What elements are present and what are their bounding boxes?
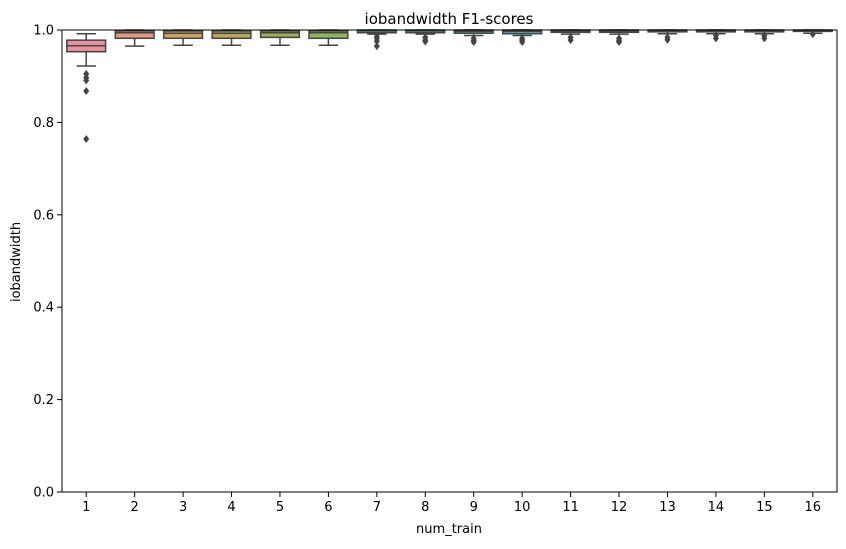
outlier-point	[519, 38, 526, 47]
x-axis-ticks: 1 2 3 4 5 6 7 8 9 10 11 12 13 14 15 16	[82, 492, 821, 515]
box-group-3	[162, 29, 204, 46]
box-group-7	[356, 29, 397, 51]
box-body	[211, 30, 252, 40]
y-tick-label: 1.0	[33, 24, 54, 39]
plot-area-frame	[61, 29, 838, 493]
outlier-point	[616, 38, 623, 47]
y-tick-label: 0.0	[33, 486, 54, 501]
box-group-1	[66, 32, 107, 144]
y-axis-label: iobandwidth	[9, 222, 24, 302]
chart-title: iobandwidth F1-scores	[365, 10, 534, 28]
box-body	[114, 30, 155, 40]
outlier-point	[373, 37, 380, 46]
x-tick-label: 6	[324, 500, 332, 515]
outlier-point	[373, 42, 380, 51]
x-tick-label: 14	[708, 500, 725, 515]
outlier-point	[470, 38, 477, 47]
x-tick-label: 4	[227, 500, 235, 515]
outlier-point	[83, 76, 90, 85]
box-group-12	[598, 29, 640, 47]
box-group-5	[259, 29, 301, 46]
x-tick-label: 12	[611, 500, 628, 515]
outlier-point	[712, 34, 719, 43]
x-tick-label: 11	[562, 500, 579, 515]
x-tick-label: 9	[470, 500, 478, 515]
outlier-point	[422, 37, 429, 46]
x-tick-label: 2	[131, 500, 139, 515]
box-group-14	[695, 29, 737, 43]
box-body	[162, 30, 204, 40]
box-body	[308, 30, 349, 40]
x-tick-label: 8	[421, 500, 429, 515]
x-axis-label: num_train	[416, 522, 482, 537]
box-group-8	[405, 29, 446, 46]
x-tick-label: 7	[373, 500, 381, 515]
box-group-15	[744, 29, 785, 43]
box-group-9	[453, 29, 494, 47]
outlier-point	[83, 135, 90, 144]
x-tick-label: 3	[179, 500, 187, 515]
y-tick-label: 0.4	[33, 301, 54, 316]
box-group-4	[211, 29, 252, 46]
box-group-2	[114, 29, 155, 47]
x-tick-label: 10	[514, 500, 531, 515]
box-series	[66, 29, 833, 144]
box-group-13	[647, 29, 688, 44]
box-body	[259, 30, 301, 39]
y-tick-label: 0.2	[33, 393, 54, 408]
box-group-16	[792, 29, 833, 39]
x-tick-label: 5	[276, 500, 284, 515]
x-tick-label: 1	[82, 500, 90, 515]
box-group-10	[502, 29, 543, 47]
outlier-point	[664, 35, 671, 44]
outlier-point	[567, 36, 574, 45]
outlier-point	[809, 30, 816, 39]
box-group-6	[308, 29, 349, 46]
y-axis-ticks: 0.0 0.2 0.4 0.6 0.8 1.0	[33, 24, 62, 501]
box-group-11	[550, 29, 591, 45]
x-tick-label: 15	[756, 500, 773, 515]
x-tick-label: 13	[659, 500, 676, 515]
y-tick-label: 0.6	[33, 208, 54, 223]
x-tick-label: 16	[805, 500, 822, 515]
outlier-point	[761, 34, 768, 43]
y-tick-label: 0.8	[33, 116, 54, 131]
outlier-point	[83, 86, 90, 95]
